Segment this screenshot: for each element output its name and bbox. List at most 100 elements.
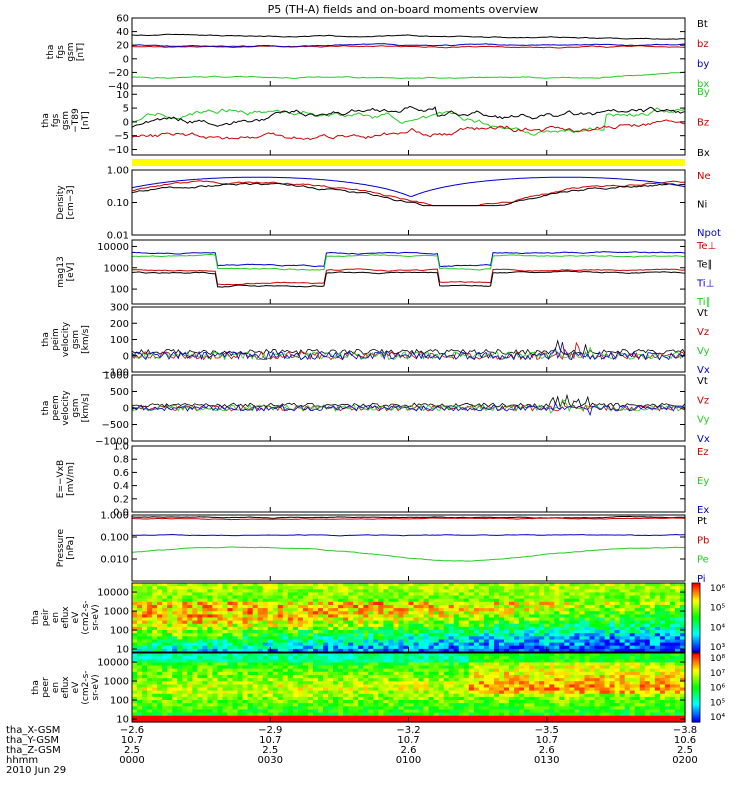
heatmap-cell <box>302 681 309 685</box>
heatmap-cell <box>504 636 510 640</box>
heatmap-cell <box>328 703 334 707</box>
heatmap-cell <box>187 626 193 631</box>
heatmap-cell <box>217 700 224 704</box>
heatmap-cell <box>333 586 339 590</box>
heatmap-cell <box>388 678 394 682</box>
heatmap-cell <box>468 671 475 676</box>
heatmap-cell <box>157 681 163 685</box>
heatmap-cell <box>539 586 545 590</box>
heatmap-cell <box>619 623 626 628</box>
heatmap-cell <box>147 626 153 631</box>
heatmap-cell <box>509 703 515 707</box>
heatmap-cell <box>207 623 213 628</box>
y-tick-label: −10 <box>108 145 129 156</box>
heatmap-cell <box>534 608 540 612</box>
heatmap-cell <box>272 693 279 698</box>
heatmap-cell <box>202 598 208 603</box>
heatmap-cell <box>594 614 601 619</box>
heatmap-cell <box>669 630 676 634</box>
heatmap-cell <box>333 693 339 698</box>
heatmap-cell <box>157 671 163 676</box>
heatmap-cell <box>473 653 480 657</box>
heatmap-cell <box>654 598 661 603</box>
heatmap-cell <box>674 592 681 597</box>
heatmap-cell <box>509 608 515 612</box>
heatmap-cell <box>257 684 264 689</box>
heatmap-cell <box>282 675 289 679</box>
heatmap-cell <box>569 639 575 644</box>
heatmap-cell <box>599 659 606 663</box>
heatmap-cell <box>589 614 596 619</box>
heatmap-cell <box>177 718 183 723</box>
heatmap-cell <box>659 690 666 695</box>
heatmap-cell <box>323 662 329 667</box>
heatmap-cell <box>177 653 183 657</box>
heatmap-cell <box>564 703 570 707</box>
heatmap-cell <box>217 589 224 593</box>
heatmap-cell <box>348 601 354 606</box>
heatmap-cell <box>559 687 565 692</box>
y-axis-label: fgs <box>56 45 66 59</box>
heatmap-cell <box>147 598 153 603</box>
heatmap-cell <box>589 642 596 647</box>
heatmap-cell <box>197 693 203 698</box>
heatmap-cell <box>378 715 384 720</box>
heatmap-cell <box>529 633 535 637</box>
heatmap-cell <box>468 718 475 723</box>
heatmap-cell <box>252 648 259 653</box>
heatmap-cell <box>227 662 234 667</box>
y-axis-label: −T89 <box>71 108 81 133</box>
heatmap-cell <box>227 690 234 695</box>
heatmap-cell <box>448 633 455 637</box>
heatmap-cell <box>192 659 198 663</box>
heatmap-cell <box>222 656 229 660</box>
heatmap-cell <box>197 659 203 663</box>
heatmap-cell <box>348 586 354 590</box>
heatmap-cell <box>302 589 309 593</box>
heatmap-cell <box>654 678 661 682</box>
heatmap-cell <box>634 601 641 606</box>
heatmap-cell <box>142 690 148 695</box>
heatmap-cell <box>599 656 606 660</box>
heatmap-cell <box>549 681 555 685</box>
heatmap-cell <box>368 712 374 717</box>
heatmap-cell <box>544 706 550 710</box>
heatmap-cell <box>383 605 389 609</box>
heatmap-cell <box>519 595 525 600</box>
heatmap-cell <box>574 598 580 603</box>
heatmap-cell <box>333 678 339 682</box>
heatmap-cell <box>408 639 415 644</box>
heatmap-cell <box>167 659 173 663</box>
heatmap-cell <box>473 598 480 603</box>
heatmap-cell <box>287 715 294 720</box>
heatmap-cell <box>318 671 324 676</box>
heatmap-cell <box>504 617 510 622</box>
heatmap-cell <box>147 636 153 640</box>
heatmap-cell <box>177 678 183 682</box>
heatmap-cell <box>338 665 344 670</box>
heatmap-cell <box>624 653 631 657</box>
heatmap-cell <box>272 681 279 685</box>
heatmap-cell <box>664 675 671 679</box>
heatmap-cell <box>162 639 168 644</box>
heatmap-cell <box>423 693 430 698</box>
heatmap-cell <box>363 653 369 657</box>
heatmap-cell <box>142 605 148 609</box>
heatmap-cell <box>187 712 193 717</box>
heatmap-cell <box>348 605 354 609</box>
heatmap-cell <box>564 690 570 695</box>
heatmap-cell <box>509 662 515 667</box>
heatmap-cell <box>488 659 495 663</box>
heatmap-cell <box>423 662 430 667</box>
heatmap-cell <box>669 687 676 692</box>
heatmap-cell <box>318 639 324 644</box>
heatmap-cell <box>187 608 193 612</box>
heatmap-cell <box>403 671 410 676</box>
heatmap-cell <box>463 605 470 609</box>
heatmap-cell <box>227 715 234 720</box>
heatmap-cell <box>483 668 490 673</box>
heatmap-cell <box>499 617 505 622</box>
heatmap-cell <box>408 678 415 682</box>
heatmap-cell <box>589 668 596 673</box>
heatmap-cell <box>147 648 153 653</box>
